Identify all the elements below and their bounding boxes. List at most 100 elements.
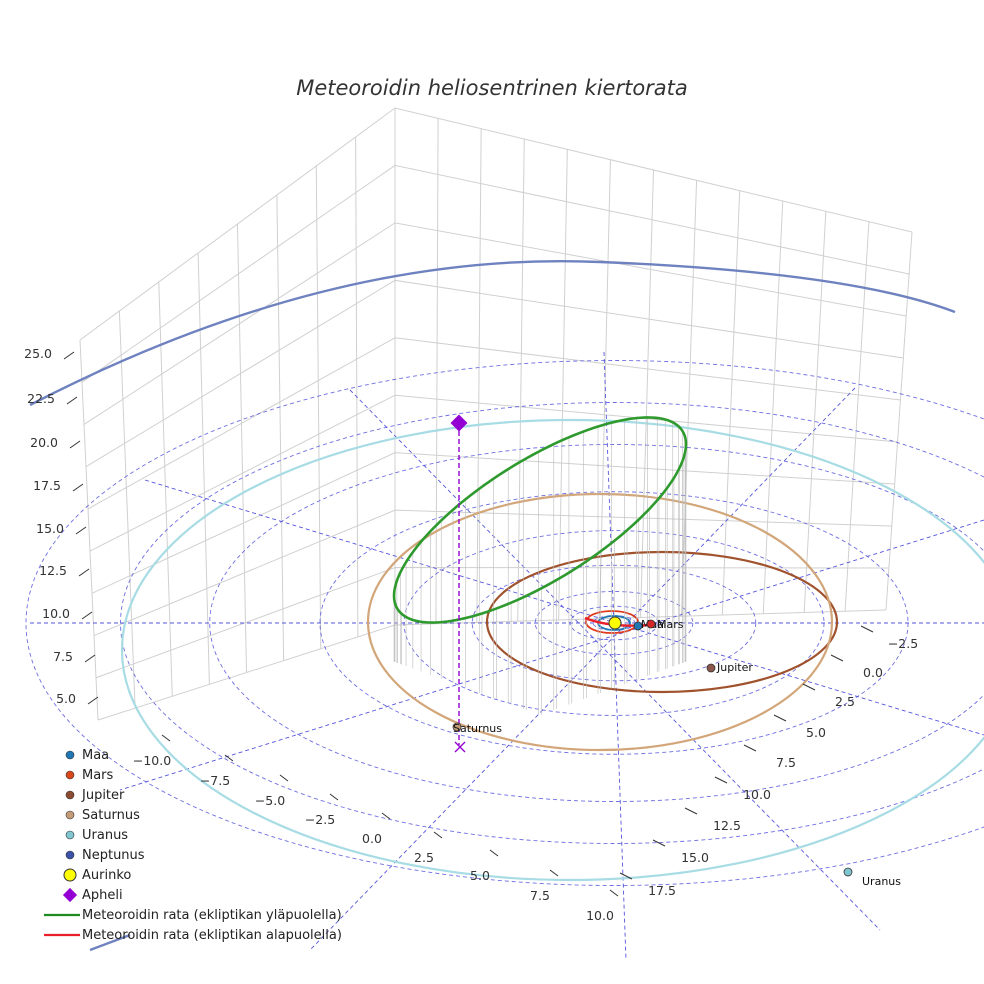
grid-line (93, 509, 892, 637)
z-tick-label: 10.0 (42, 606, 70, 621)
planet-label-uranus: Uranus (862, 875, 901, 888)
legend-label: Meteoroidin rata (ekliptikan yläpuolella… (82, 908, 342, 923)
planet-marker-jupiter (706, 663, 716, 673)
z-tick-label: 12.5 (39, 563, 67, 578)
z-tick-label: 22.5 (27, 391, 55, 406)
grid-line (276, 194, 285, 661)
legend-dot-icon (65, 830, 75, 840)
legend-label: Maa (82, 748, 109, 763)
orbit-drop-lines (393, 417, 687, 715)
planet-label-jupiter: Jupiter (716, 661, 753, 674)
y-tick-label: 5.0 (806, 725, 826, 740)
orbit-neptunus (89, 933, 131, 952)
aphelion-marker (450, 414, 468, 432)
orbit-saturnus (366, 492, 834, 752)
grid-line (197, 252, 210, 685)
grid-line (237, 223, 247, 673)
grid-line (680, 180, 698, 617)
z-tick-mark (75, 526, 87, 535)
legend-item: Meteoroidin rata (ekliptikan yläpuolella… (44, 908, 342, 923)
legend-label: Saturnus (82, 808, 140, 823)
y-tick-label: 10.0 (743, 787, 771, 802)
y-tick-label: 15.0 (681, 850, 709, 865)
reference-line (349, 389, 881, 931)
y-tick-label: 12.5 (713, 818, 741, 833)
grid-line (79, 339, 99, 721)
legend-label: Mars (82, 768, 114, 783)
grid-line (97, 609, 887, 721)
z-tick-mark (78, 568, 90, 577)
y-tick-label: 17.5 (648, 883, 676, 898)
z-tick-label: 17.5 (33, 478, 61, 493)
grid-line (91, 452, 895, 594)
aphelion-projection-marker (454, 741, 466, 753)
axis-panes (79, 107, 913, 721)
x-tick-mark (549, 869, 559, 877)
legend-label: Uranus (82, 828, 128, 843)
reference-circle (534, 591, 694, 655)
y-tick-mark (619, 872, 633, 880)
grid-line (517, 138, 525, 622)
x-tick-label: −7.5 (200, 773, 230, 788)
z-tick-mark (81, 611, 93, 620)
legend-item: Meteoroidin rata (ekliptikan alapuolella… (44, 928, 342, 943)
y-tick-label: 0.0 (863, 665, 883, 680)
x-tick-label: 10.0 (586, 908, 614, 923)
x-tick-mark (161, 734, 171, 742)
legend-item: Maa (65, 748, 109, 763)
x-tick-label: 0.0 (362, 831, 382, 846)
planet-label-mars: Mars (657, 618, 684, 631)
reference-line (603, 351, 627, 961)
reference-line (119, 519, 984, 791)
legend-item: Mars (65, 768, 114, 783)
grid-line (435, 118, 439, 624)
grid-line (762, 200, 784, 614)
orbit-jupiter (485, 550, 839, 694)
z-tick-mark (84, 654, 96, 663)
z-tick-label: 20.0 (30, 435, 58, 450)
grid-line (355, 136, 359, 637)
z-tick-label: 25.0 (24, 346, 52, 361)
grid-line (885, 231, 913, 611)
x-tick-mark (433, 831, 443, 839)
y-tick-mark (860, 625, 874, 633)
y-tick-mark (652, 839, 666, 847)
z-tick-mark (69, 440, 81, 449)
planet-marker-mars (646, 619, 656, 629)
reference-line (144, 479, 984, 736)
grid-line (87, 337, 901, 510)
planet-marker-maa (633, 621, 643, 631)
y-tick-mark (773, 714, 787, 722)
grid-line (118, 310, 136, 709)
grid-line (721, 190, 741, 616)
legend-item: Aurinko (63, 868, 131, 883)
y-tick-mark (802, 683, 816, 691)
legend-diamond-icon (62, 887, 78, 903)
x-tick-label: 7.5 (530, 888, 550, 903)
planet-marker-saturnus (452, 722, 462, 732)
y-tick-label: 7.5 (776, 755, 796, 770)
x-tick-mark (489, 849, 499, 857)
grid-line (640, 169, 654, 618)
legend-item: Jupiter (65, 788, 125, 803)
x-tick-mark (279, 774, 289, 782)
legend-label: Aurinko (82, 868, 131, 883)
legend-item: Neptunus (65, 848, 145, 863)
x-tick-mark (329, 793, 339, 801)
grid-line (476, 128, 482, 623)
y-tick-mark (743, 744, 757, 752)
reference-circle (209, 444, 984, 802)
orbit-neptunus (29, 259, 956, 407)
x-tick-label: 5.0 (470, 868, 490, 883)
x-tick-mark (381, 812, 391, 820)
legend-dot-icon (65, 810, 75, 820)
z-tick-label: 15.0 (36, 521, 64, 536)
grid-line (158, 281, 173, 697)
legend-item: Saturnus (65, 808, 140, 823)
grid-line (315, 165, 322, 649)
legend-label: Meteoroidin rata (ekliptikan alapuolella… (82, 928, 342, 943)
y-tick-mark (714, 776, 728, 784)
planet-marker-uranus (843, 867, 853, 877)
sun-marker (608, 616, 622, 630)
